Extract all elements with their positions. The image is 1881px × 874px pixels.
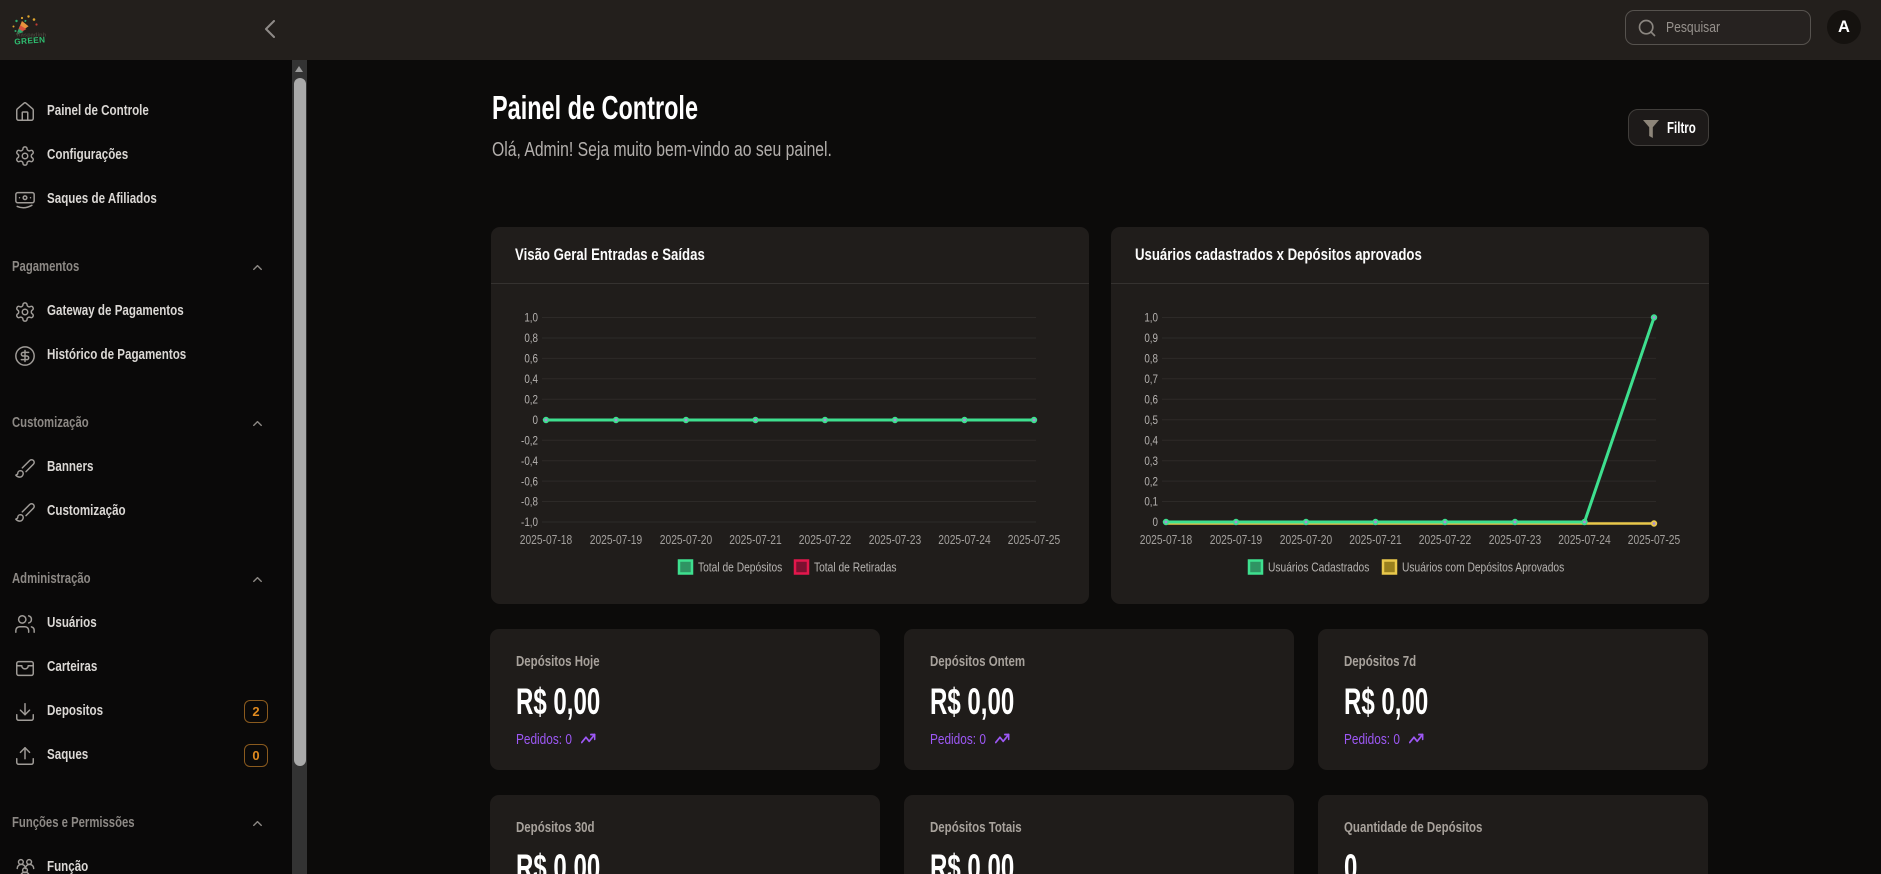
svg-text:0,5: 0,5 [1144,414,1158,427]
svg-text:0,9: 0,9 [1144,332,1158,345]
svg-text:2025-07-21: 2025-07-21 [729,534,781,547]
svg-text:1,0: 1,0 [524,312,538,325]
svg-text:0,1: 0,1 [1144,496,1158,509]
svg-text:0,8: 0,8 [524,332,538,345]
svg-text:2025-07-18: 2025-07-18 [520,534,572,547]
svg-text:-1,0: -1,0 [521,516,538,529]
svg-text:2025-07-25: 2025-07-25 [1008,534,1060,547]
svg-text:2025-07-22: 2025-07-22 [799,534,851,547]
svg-text:0: 0 [533,414,538,427]
svg-text:Usuários Cadastrados: Usuários Cadastrados [1268,562,1370,575]
svg-text:2025-07-23: 2025-07-23 [869,534,921,547]
svg-text:0,2: 0,2 [1144,475,1158,488]
svg-text:2025-07-22: 2025-07-22 [1419,534,1471,547]
svg-text:0,4: 0,4 [1144,435,1158,448]
svg-text:-0,6: -0,6 [521,475,538,488]
svg-text:0,7: 0,7 [1144,373,1158,386]
svg-text:0,4: 0,4 [524,373,538,386]
svg-text:2025-07-18: 2025-07-18 [1140,534,1192,547]
svg-text:0,2: 0,2 [524,394,538,407]
svg-text:1,0: 1,0 [1144,312,1158,325]
svg-text:Usuários com Depósitos Aprovad: Usuários com Depósitos Aprovados [1402,562,1565,575]
svg-text:2025-07-21: 2025-07-21 [1349,534,1401,547]
svg-text:GREEN: GREEN [14,35,46,46]
svg-text:-0,4: -0,4 [521,455,538,468]
svg-text:-0,2: -0,2 [521,435,538,448]
svg-text:0,6: 0,6 [1144,394,1158,407]
svg-text:2025-07-25: 2025-07-25 [1628,534,1680,547]
svg-text:0,3: 0,3 [1144,455,1158,468]
svg-text:2025-07-19: 2025-07-19 [590,534,642,547]
svg-text:2025-07-20: 2025-07-20 [1280,534,1332,547]
svg-text:Total de Depósitos: Total de Depósitos [698,562,783,575]
svg-text:0,6: 0,6 [524,353,538,366]
svg-text:-0,8: -0,8 [521,496,538,509]
svg-text:Raspadinha: Raspadinha [17,33,47,39]
svg-text:0,8: 0,8 [1144,353,1158,366]
svg-text:0: 0 [1153,516,1158,529]
svg-text:2025-07-19: 2025-07-19 [1210,534,1262,547]
svg-text:2025-07-24: 2025-07-24 [1558,534,1611,547]
svg-text:2025-07-23: 2025-07-23 [1489,534,1541,547]
svg-text:2025-07-24: 2025-07-24 [938,534,991,547]
svg-text:2025-07-20: 2025-07-20 [660,534,712,547]
svg-text:Total de Retiradas: Total de Retiradas [814,562,897,575]
